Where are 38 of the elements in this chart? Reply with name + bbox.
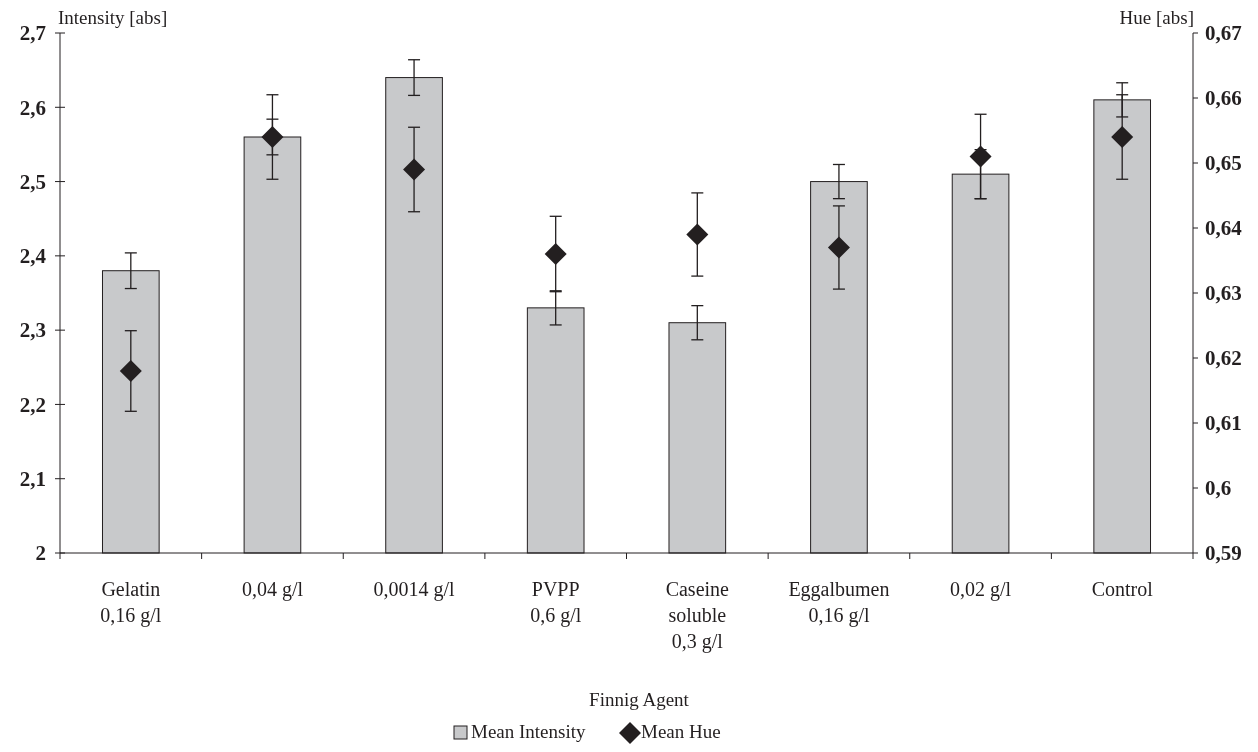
y2-tick-label: 0,61 [1205, 411, 1242, 436]
x-tick-label: 0,02 g/l [950, 578, 1012, 601]
y2-tick-label: 0,64 [1205, 216, 1243, 241]
y2-tick-label: 0,66 [1205, 86, 1242, 111]
point [544, 243, 567, 265]
point [403, 158, 426, 181]
x-tick-label: Gelatin 0,16 g/l [100, 578, 162, 627]
x-tick-label: Caseine soluble 0,3 g/l [665, 578, 730, 653]
y2-tick-label: 0,59 [1205, 541, 1242, 566]
x-tick-label: Eggalbumen 0,16 g/l [788, 578, 890, 627]
y-tick-label: 2,7 [19, 21, 46, 46]
x-tick-label: 0,0014 g/l [373, 578, 456, 601]
legend-label: Mean Intensity [471, 721, 586, 742]
point [119, 360, 142, 382]
y-tick-label: 2,4 [19, 244, 47, 269]
y-tick-label: 2,6 [19, 95, 46, 120]
y2-tick-label: 0,67 [1205, 21, 1242, 46]
y-tick-label: 2,5 [19, 169, 46, 194]
y-tick-label: 2,3 [19, 318, 46, 343]
x-tick-label: Control [1091, 578, 1154, 600]
point [1111, 126, 1134, 148]
y-axis-title: Intensity [abs] [58, 7, 168, 28]
y2-tick-label: 0,65 [1205, 151, 1242, 176]
point [969, 145, 992, 168]
point [261, 126, 284, 148]
y-tick-label: 2 [35, 541, 46, 566]
y2-axis-title: Hue [abs] [1119, 7, 1194, 28]
x-tick-label: 0,04 g/l [241, 578, 304, 601]
point [686, 223, 709, 246]
x-axis-title: Finnig Agent [589, 689, 690, 710]
y2-tick-label: 0,63 [1205, 281, 1242, 306]
y-tick-label: 2,2 [19, 392, 46, 417]
legend-label: Mean Hue [641, 721, 721, 742]
point [827, 236, 850, 259]
y2-tick-label: 0,62 [1205, 346, 1242, 371]
y-tick-label: 2,1 [19, 467, 46, 492]
y2-tick-label: 0,6 [1205, 476, 1232, 501]
x-tick-label: PVPP 0,6 g/l [530, 578, 582, 627]
